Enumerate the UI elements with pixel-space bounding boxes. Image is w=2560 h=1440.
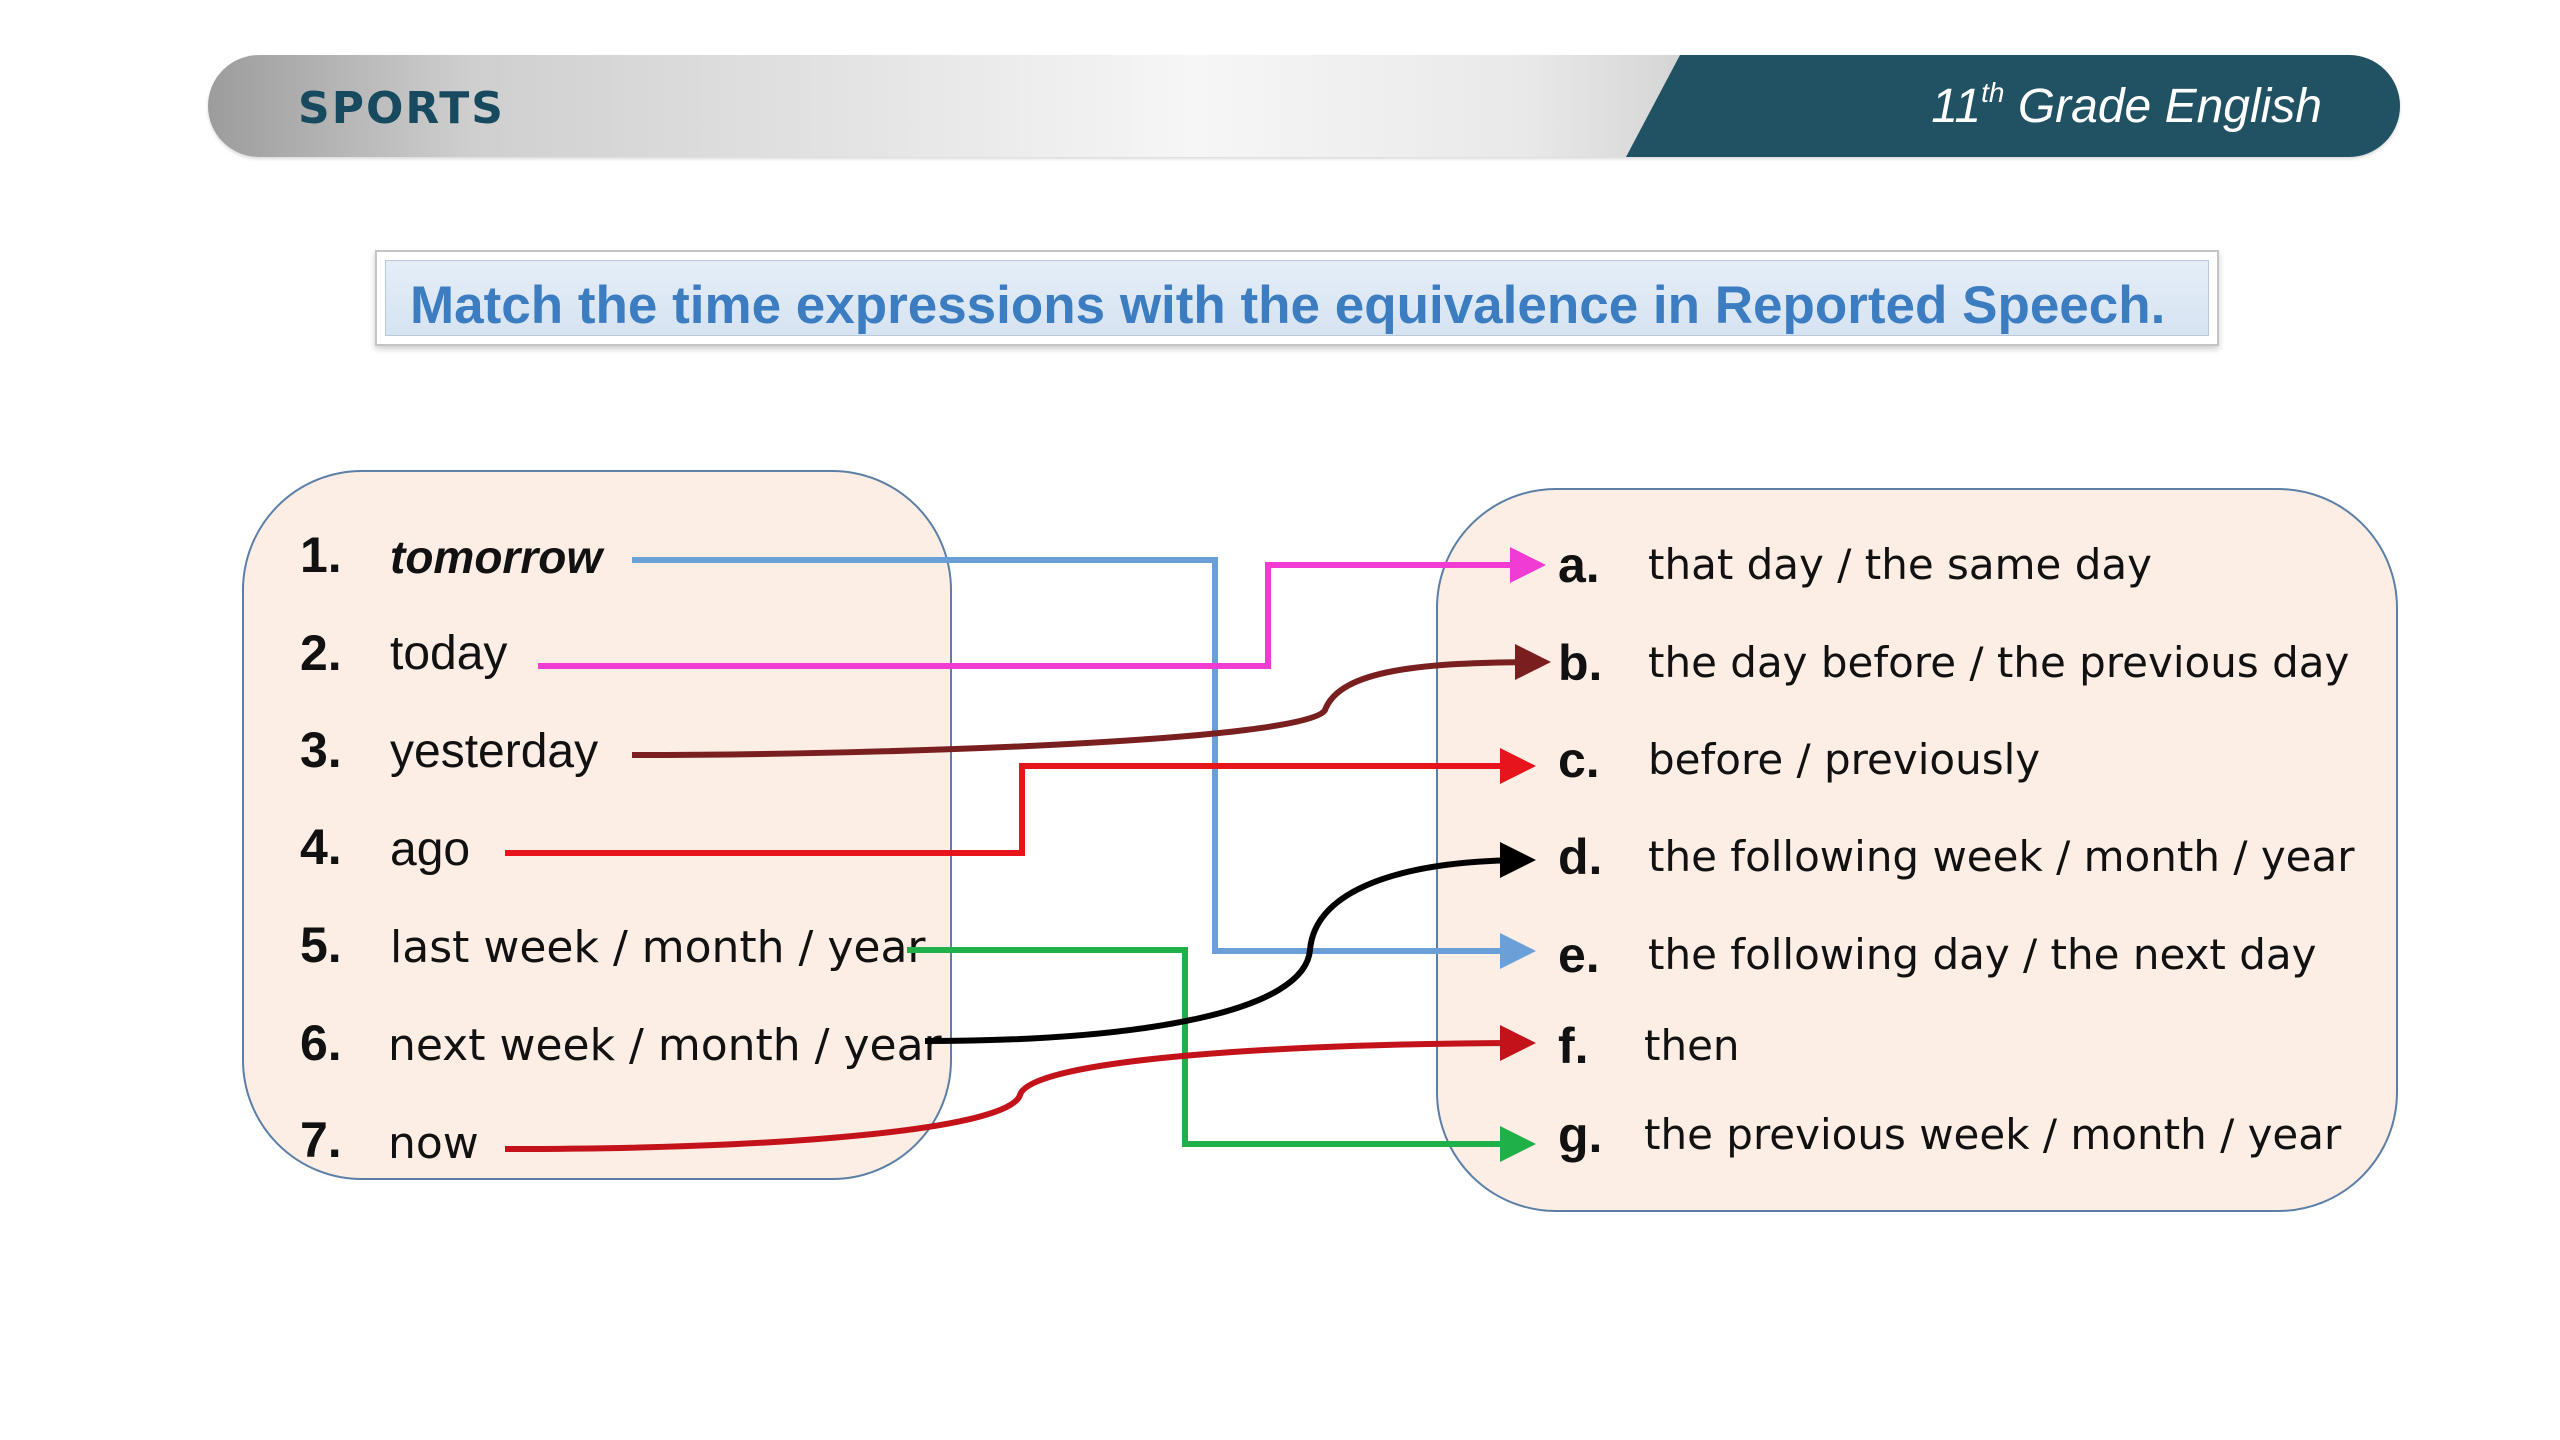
left-item-6-number: 6. [300,1015,342,1071]
left-item-7-text: now [388,1118,479,1169]
right-item-d-text: the following week / month / year [1648,832,2355,881]
right-item-f-letter: f. [1558,1018,1589,1074]
right-item-a-text: that day / the same day [1648,540,2152,589]
header-banner: SPORTS 11th Grade English [208,55,2400,157]
header-grade-panel [1626,55,2400,157]
left-item-5-text: last week / month / year [390,922,926,973]
left-item-3-number: 3. [300,722,342,778]
left-item-1-text: tomorrow [390,531,603,583]
left-item-6-text: next week / month / year [388,1020,942,1071]
left-item-3-text: yesterday [390,725,599,778]
right-item-c-text: before / previously [1648,735,2041,784]
right-panel [1436,488,2398,1212]
instruction-inner: Match the time expressions with the equi… [385,260,2209,336]
right-item-g-letter: g. [1558,1107,1603,1163]
instruction-box: Match the time expressions with the equi… [375,250,2219,346]
left-item-5-number: 5. [300,917,342,973]
connector-3-b [631,644,1551,758]
left-item-4-text: ago [390,823,471,876]
grade-suffix: Grade English [2004,80,2322,133]
connector-2-a [538,547,1546,669]
left-item-4-number: 4. [300,819,342,875]
connector-4-c [505,748,1536,856]
right-item-c-letter: c. [1558,732,1600,788]
grade-superscript: th [1981,77,2005,108]
left-panel [242,470,952,1180]
header-title: SPORTS [298,83,505,134]
connector-7-f [504,1025,1536,1152]
left-item-2-number: 2. [300,625,342,681]
right-item-a-letter: a. [1558,537,1600,593]
connector-6-d [924,842,1536,1044]
left-item-7-number: 7. [300,1112,342,1168]
left-item-1-number: 1. [300,527,342,583]
right-item-d-letter: d. [1558,829,1603,885]
right-item-e-text: the following day / the next day [1648,930,2317,979]
right-item-g-text: the previous week / month / year [1644,1110,2342,1159]
grade-number: 11 [1931,80,1982,133]
header-grade-label: 11th Grade English [1931,77,2322,134]
instruction-text: Match the time expressions with the equi… [410,276,2166,335]
right-item-b-letter: b. [1558,635,1603,691]
left-item-2-text: today [390,627,508,680]
connector-1-e [632,557,1536,969]
right-item-e-letter: e. [1558,927,1600,983]
connector-5-g [907,947,1536,1162]
right-item-f-text: then [1644,1021,1740,1070]
right-item-b-text: the day before / the previous day [1648,638,2350,687]
